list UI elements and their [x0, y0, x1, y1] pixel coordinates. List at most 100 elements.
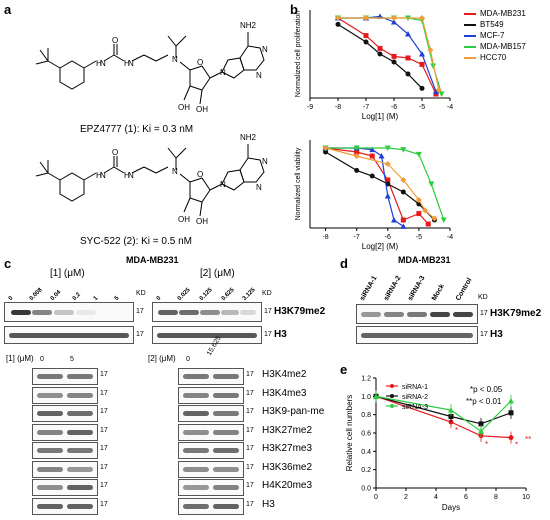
- band: [158, 310, 178, 315]
- blot2-h3k79-strip: [152, 302, 262, 322]
- band: [200, 310, 220, 315]
- band: [183, 429, 209, 435]
- histone-mark-label: H3K4me3: [262, 387, 307, 399]
- atom-nh2-1: NH2: [240, 21, 257, 30]
- panel-d-h3-label: H3: [490, 329, 503, 340]
- series-line: [375, 395, 512, 439]
- band: [9, 333, 129, 338]
- histone-mw: 17: [246, 445, 254, 452]
- data-point: [405, 71, 411, 77]
- x-tick-label: 2: [404, 494, 408, 501]
- panel-d-h3k79-strip: [356, 304, 478, 324]
- lane-label: 0.625: [220, 287, 236, 302]
- panel-d-mw-1: 17: [480, 310, 488, 317]
- atom-n-8: N: [128, 171, 134, 180]
- legend-label: HCC70: [480, 53, 507, 62]
- legend-label: siRNA-3: [402, 404, 428, 411]
- band: [183, 485, 209, 490]
- blot2-h3k79-label: H3K79me2: [274, 306, 326, 317]
- lane-label: siRNA-3: [406, 274, 427, 302]
- y-axis-title: Normalized cell proliferation: [295, 11, 302, 97]
- x-tick-label: -4: [447, 104, 453, 111]
- band: [37, 374, 63, 379]
- x-tick-label: 6: [464, 494, 468, 501]
- lane-label: 3.125: [241, 287, 257, 302]
- y-axis-title: Normalized cell viability: [295, 147, 302, 220]
- data-point: [416, 211, 422, 217]
- lane-label: 1: [92, 295, 100, 302]
- data-point: [335, 15, 341, 21]
- band: [183, 448, 209, 453]
- blot3-lane-0: 0: [40, 356, 44, 363]
- band: [32, 310, 52, 315]
- lane-label: Control: [454, 276, 474, 302]
- significance-star: *: [485, 440, 488, 449]
- legend-item: MCF-7: [464, 30, 526, 41]
- blot2-title: [2] (μM): [200, 268, 235, 279]
- legend-label: MDA-MB231: [480, 9, 526, 18]
- data-point: [415, 197, 422, 203]
- atom-n-7: N: [100, 171, 106, 180]
- band: [430, 312, 450, 317]
- series-line: [325, 147, 404, 227]
- data-point: [391, 15, 397, 21]
- band: [221, 310, 239, 315]
- data-point: [354, 149, 360, 155]
- y-tick-label: 1.0: [361, 394, 371, 401]
- atom-n-3: N: [172, 55, 178, 64]
- legend-marker: [390, 384, 394, 388]
- significance-star: *: [515, 441, 518, 450]
- band: [67, 411, 93, 416]
- data-point: [353, 145, 360, 151]
- data-point: [378, 153, 385, 159]
- atom-h-3: H: [96, 171, 102, 180]
- blot1-h3k79-strip: [4, 302, 134, 322]
- data-point: [377, 45, 383, 51]
- data-point: [354, 167, 360, 173]
- legend-item: MDA-MB157: [464, 41, 526, 52]
- histone-mw: 17: [246, 463, 254, 471]
- band: [213, 392, 239, 398]
- band: [407, 312, 427, 317]
- band: [179, 310, 199, 315]
- histone-mw: 17: [100, 500, 108, 508]
- blot2-h3-label: H3: [274, 329, 287, 340]
- data-point: [431, 215, 438, 222]
- x-tick-label: -6: [385, 234, 391, 241]
- band: [67, 448, 93, 453]
- legend-label: MDA-MB157: [480, 42, 526, 51]
- atom-oh-3: OH: [178, 215, 190, 224]
- data-point: [435, 87, 442, 93]
- band: [67, 429, 93, 435]
- histone-strip: [178, 405, 244, 422]
- significance-note-1: *p < 0.05: [470, 385, 503, 394]
- knockdown-growth-chart: 0.0 0.2 0.4 0.6 0.8 1.0 1.2 0 2 4 6 8 10 Relative cel…: [345, 376, 531, 513]
- legend-item: MDA-MB231: [464, 8, 526, 19]
- histone-mark-label: H3K27me2: [262, 424, 313, 436]
- band: [361, 333, 473, 338]
- data-point: [353, 153, 360, 159]
- data-point: [508, 435, 514, 441]
- proliferation-chart: -9 -8 -7 -6 -5 -4 Normalized cell proliferatio…: [295, 10, 453, 121]
- data-point: [369, 173, 375, 179]
- atom-n-11: N: [262, 157, 268, 166]
- histone-mark-label: H3K36me2: [262, 461, 313, 473]
- data-point: [428, 181, 435, 187]
- histone-mw: 17: [100, 426, 108, 434]
- histone-mw: 17: [100, 371, 108, 378]
- series-line: [338, 17, 443, 95]
- lane-label: 5: [114, 295, 121, 302]
- band: [213, 411, 239, 416]
- band: [37, 429, 63, 435]
- histone-mw: 17: [246, 371, 254, 378]
- band: [37, 485, 63, 490]
- blot2-h3-strip: [152, 326, 262, 344]
- band: [37, 392, 63, 398]
- blot2-mw-1: 17: [264, 308, 272, 315]
- lane-label: 0.025: [177, 287, 193, 302]
- band: [240, 310, 256, 315]
- atom-h-2: H: [124, 59, 130, 68]
- lane-label: 0: [7, 295, 15, 302]
- compound-2-caption: SYC-522 (2): Ki = 0.5 nM: [80, 236, 192, 247]
- band: [67, 392, 93, 398]
